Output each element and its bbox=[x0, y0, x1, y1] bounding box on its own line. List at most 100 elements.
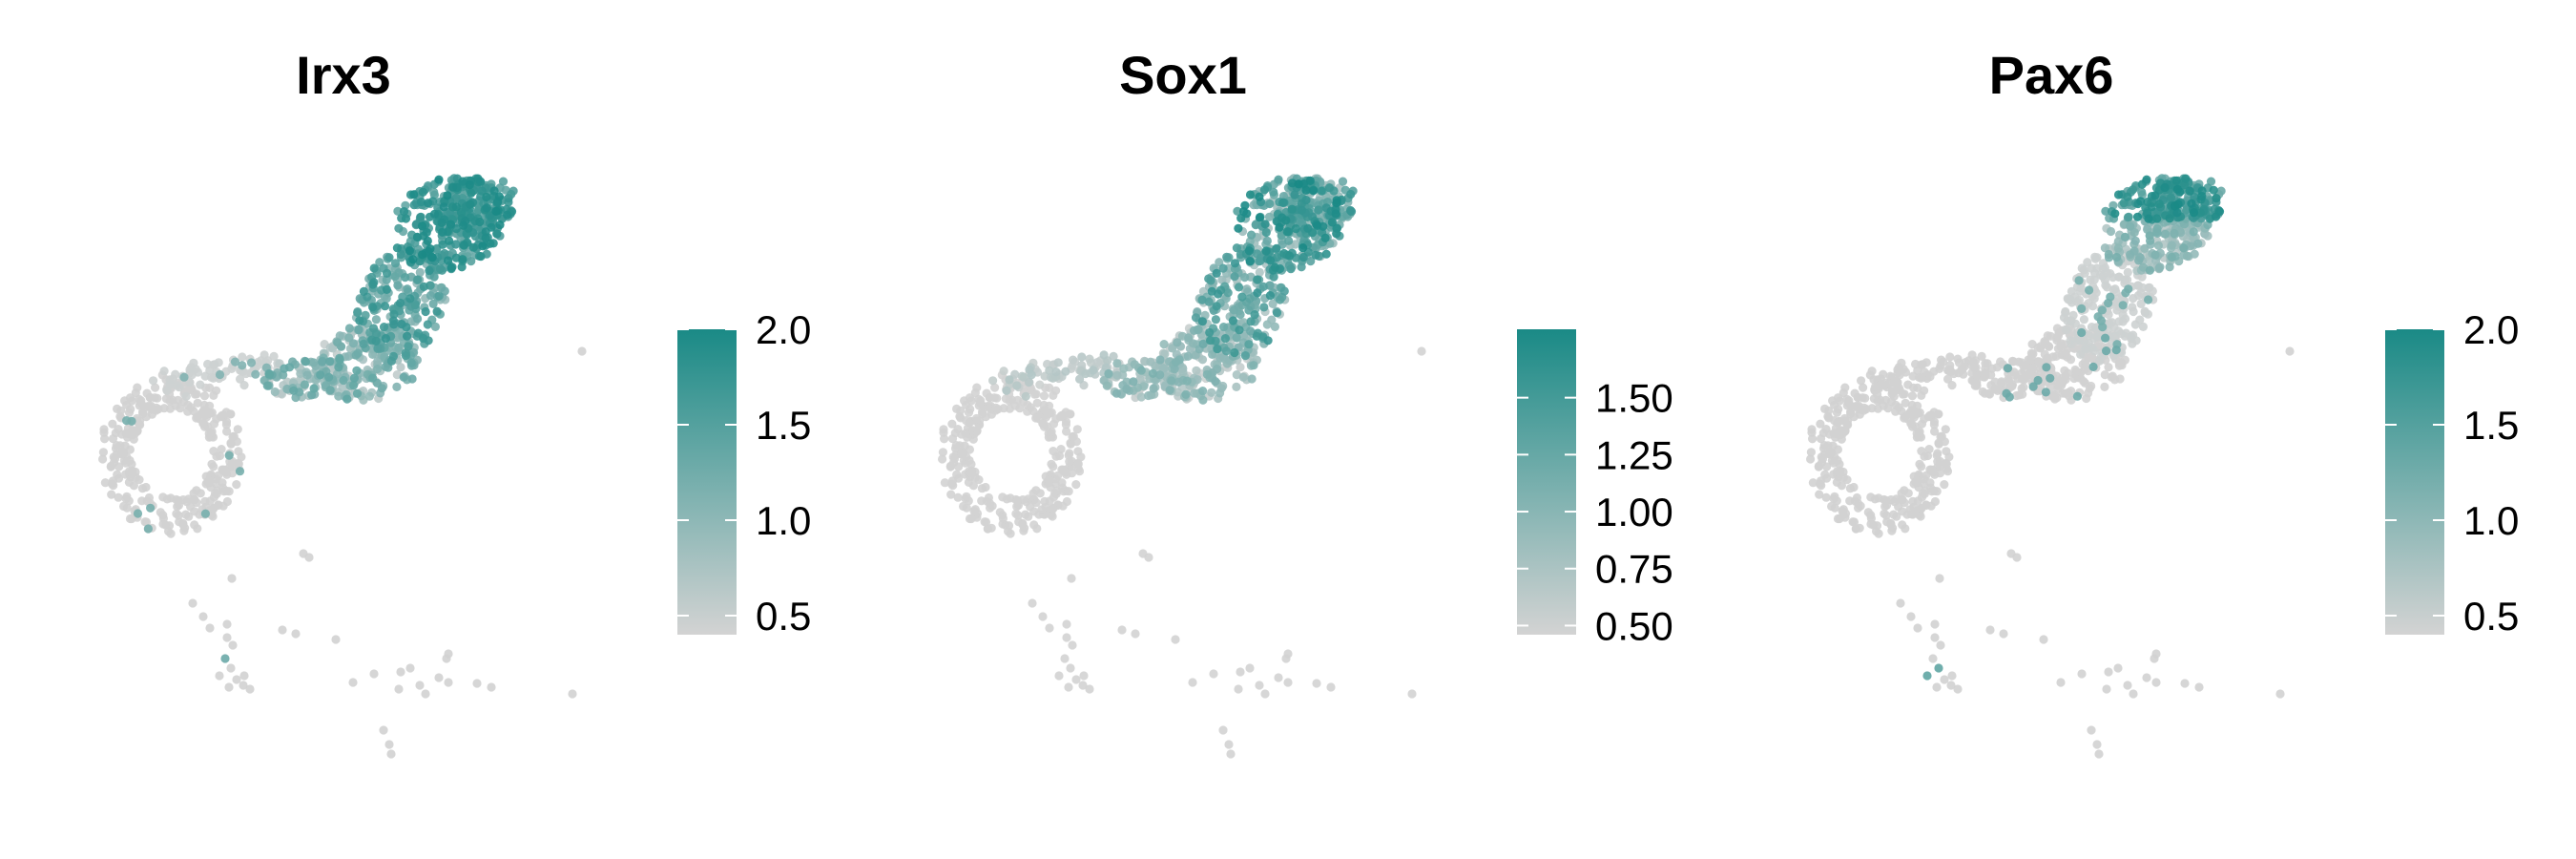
data-point bbox=[1056, 445, 1066, 454]
data-point bbox=[408, 255, 418, 264]
data-point bbox=[1913, 623, 1922, 633]
data-point bbox=[1240, 273, 1250, 283]
data-point bbox=[2039, 635, 2048, 644]
data-point bbox=[2145, 265, 2154, 275]
data-point bbox=[1247, 230, 1257, 240]
data-point bbox=[1921, 486, 1930, 495]
data-point bbox=[405, 246, 414, 256]
data-point bbox=[2051, 351, 2061, 361]
data-point bbox=[1182, 376, 1192, 386]
data-point bbox=[368, 303, 378, 312]
data-point bbox=[2182, 205, 2192, 215]
data-point bbox=[1291, 224, 1300, 234]
data-point bbox=[1058, 501, 1068, 511]
data-point bbox=[1294, 179, 1303, 189]
data-point bbox=[122, 492, 132, 501]
data-point bbox=[218, 501, 228, 511]
data-point bbox=[1917, 447, 1926, 456]
data-point bbox=[1886, 520, 1896, 530]
data-point bbox=[108, 419, 117, 429]
data-point bbox=[234, 459, 243, 469]
data-point bbox=[1332, 223, 1341, 233]
data-point bbox=[1806, 448, 1816, 457]
data-point bbox=[1859, 383, 1868, 392]
data-point bbox=[1901, 524, 1910, 534]
data-point bbox=[193, 398, 202, 408]
data-point bbox=[1324, 183, 1334, 193]
data-point bbox=[145, 393, 155, 403]
data-point bbox=[1224, 740, 1234, 749]
data-point bbox=[2113, 243, 2123, 253]
data-point bbox=[1204, 297, 1214, 306]
data-point bbox=[146, 503, 156, 513]
data-point bbox=[1206, 336, 1215, 346]
colorbar-tick-label: 2.0 bbox=[2463, 307, 2519, 352]
data-point bbox=[403, 331, 412, 341]
data-point bbox=[1269, 187, 1278, 197]
scatter-points bbox=[98, 174, 587, 759]
data-point bbox=[390, 259, 401, 268]
data-point bbox=[1073, 447, 1083, 456]
data-point bbox=[416, 212, 426, 221]
data-point bbox=[382, 284, 391, 294]
data-point bbox=[2152, 228, 2162, 238]
data-point bbox=[2079, 315, 2088, 325]
data-point bbox=[1932, 682, 1942, 692]
data-point bbox=[1160, 349, 1170, 359]
data-point bbox=[2027, 364, 2037, 373]
data-point bbox=[2134, 256, 2144, 265]
data-point bbox=[1228, 316, 1237, 325]
data-point bbox=[951, 441, 961, 450]
data-point bbox=[2062, 325, 2071, 335]
data-point bbox=[1102, 381, 1111, 390]
data-point bbox=[2113, 237, 2123, 246]
data-point bbox=[1265, 281, 1275, 290]
data-point bbox=[1317, 186, 1326, 196]
data-point bbox=[206, 372, 217, 382]
data-point bbox=[1922, 450, 1933, 461]
data-point bbox=[445, 236, 454, 245]
data-point bbox=[2026, 353, 2036, 363]
data-point bbox=[1896, 598, 1905, 608]
data-point bbox=[2152, 214, 2162, 223]
data-point bbox=[384, 740, 394, 749]
data-point bbox=[2181, 174, 2191, 183]
data-point bbox=[1909, 383, 1919, 392]
data-point bbox=[1122, 384, 1132, 394]
data-point bbox=[1290, 190, 1299, 199]
data-point bbox=[1242, 209, 1252, 219]
data-point bbox=[2053, 381, 2063, 390]
data-point bbox=[2118, 317, 2128, 326]
data-point bbox=[1907, 391, 1918, 401]
data-point bbox=[2142, 175, 2151, 184]
data-point bbox=[1915, 459, 1924, 469]
data-point bbox=[437, 218, 447, 227]
data-point bbox=[1301, 196, 1311, 205]
scatter-points bbox=[938, 174, 1426, 759]
data-point bbox=[1839, 505, 1848, 514]
data-point bbox=[985, 393, 994, 403]
data-point bbox=[1202, 369, 1212, 379]
data-point bbox=[181, 510, 191, 519]
data-point bbox=[209, 447, 218, 456]
data-point bbox=[2189, 208, 2199, 218]
data-point bbox=[1889, 510, 1899, 519]
data-point bbox=[990, 383, 1000, 392]
data-point bbox=[1942, 459, 1951, 469]
data-point bbox=[2179, 243, 2189, 253]
data-point bbox=[418, 187, 427, 197]
data-point bbox=[2138, 322, 2148, 331]
data-point bbox=[1250, 310, 1259, 320]
data-point bbox=[122, 416, 132, 426]
data-point bbox=[1261, 227, 1271, 238]
data-point bbox=[2194, 682, 2204, 692]
data-point bbox=[2209, 185, 2218, 195]
data-point bbox=[2041, 388, 2050, 397]
data-point bbox=[1857, 376, 1866, 386]
data-point bbox=[1888, 388, 1898, 397]
data-point bbox=[960, 396, 969, 406]
data-point bbox=[1167, 376, 1176, 386]
data-point bbox=[1274, 175, 1283, 184]
data-point bbox=[2130, 236, 2140, 245]
data-point bbox=[1226, 749, 1236, 759]
